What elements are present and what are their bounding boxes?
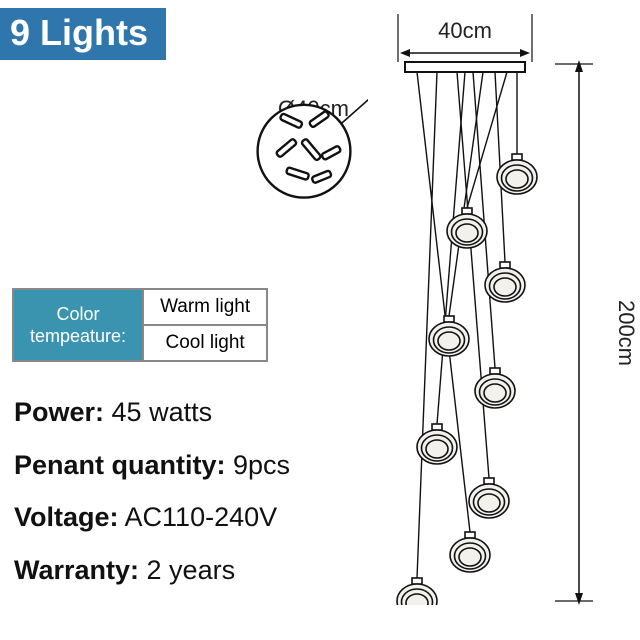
pendant-bulb-icon — [397, 578, 437, 605]
spec-label: Warranty: — [14, 555, 139, 585]
canopy-detail-icon — [240, 76, 368, 204]
height-dimension-label: 200cm — [613, 299, 639, 365]
spec-value: 9pcs — [226, 450, 291, 480]
spec-label: Penant quantity: — [14, 450, 226, 480]
pendant-bulb-icon — [450, 532, 490, 572]
pendant-bulb-icon — [485, 262, 525, 302]
color-temp-header: Colortempeature: — [13, 289, 143, 361]
color-temp-option-cool: Cool light — [143, 325, 267, 361]
pendant-bulb-icon — [429, 316, 469, 356]
width-dimension-extents — [392, 14, 538, 64]
pendant-bulb-icon — [447, 208, 487, 248]
spec-row: Warranty: 2 years — [14, 544, 290, 597]
spec-row: Voltage: AC110-240V — [14, 491, 290, 544]
chandelier-diagram — [395, 60, 555, 605]
specs-list: Power: 45 wattsPenant quantity: 9pcsVolt… — [14, 386, 290, 597]
pendant-bulb-icon — [469, 478, 509, 518]
color-temp-header-line2: tempeature: — [30, 326, 126, 346]
color-temp-header-line1: Color — [57, 304, 100, 324]
color-temp-option-warm: Warm light — [143, 289, 267, 325]
spec-label: Power: — [14, 397, 104, 427]
spec-value: 45 watts — [104, 397, 212, 427]
title-text: 9 Lights — [10, 12, 148, 53]
spec-value: AC110-240V — [119, 502, 278, 532]
color-temperature-table: Colortempeature: Warm light Cool light — [12, 288, 268, 362]
height-dimension: 200cm — [555, 60, 635, 605]
pendant-bulb-icon — [497, 154, 537, 194]
spec-row: Power: 45 watts — [14, 386, 290, 439]
spec-value: 2 years — [139, 555, 235, 585]
spec-row: Penant quantity: 9pcs — [14, 439, 290, 492]
spec-label: Voltage: — [14, 502, 119, 532]
title-badge: 9 Lights — [0, 8, 166, 60]
